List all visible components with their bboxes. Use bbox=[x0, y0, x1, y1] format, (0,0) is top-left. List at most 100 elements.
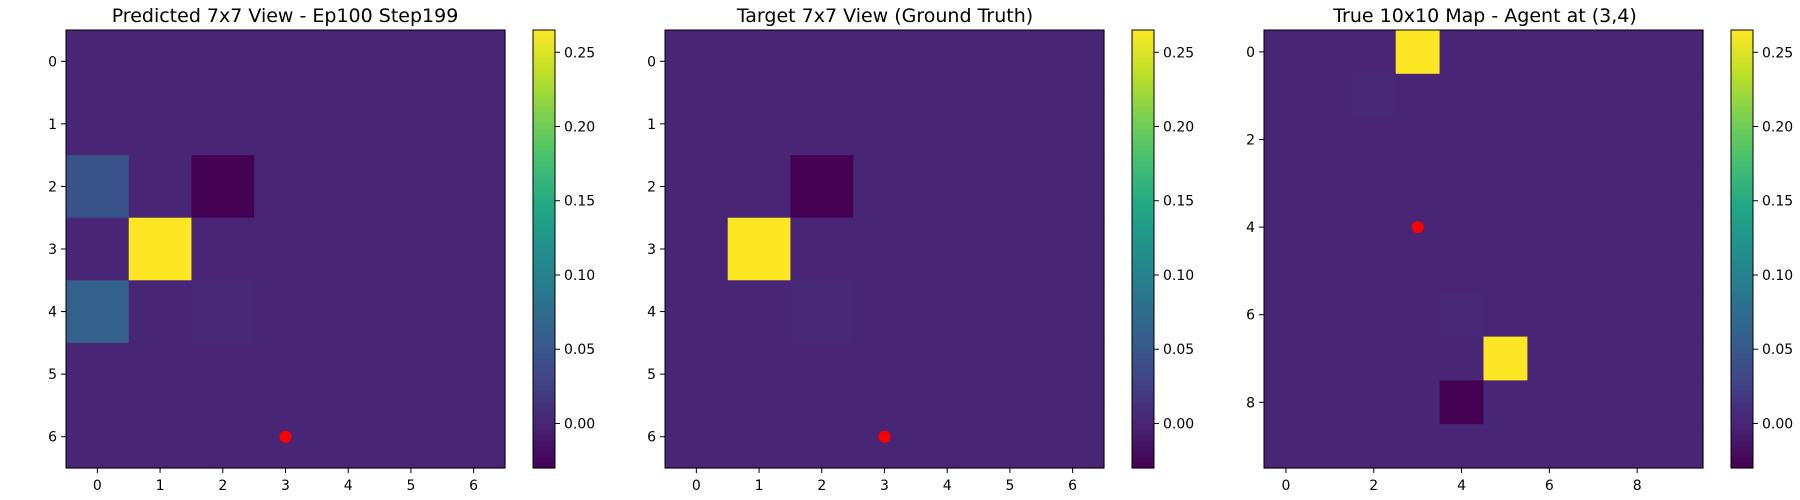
colorbar-segment bbox=[1731, 314, 1753, 321]
colorbar-segment bbox=[533, 402, 555, 409]
colorbar-tick-label: 0.25 bbox=[1163, 45, 1194, 61]
heatmap-cell bbox=[254, 280, 318, 344]
y-tick-label: 2 bbox=[647, 179, 656, 195]
colorbar-segment bbox=[1132, 79, 1154, 86]
y-tick-label: 0 bbox=[1246, 45, 1255, 61]
y-ticks: 0 2 4 6 8 bbox=[1246, 45, 1264, 411]
colorbar-segment bbox=[533, 342, 555, 349]
heatmap-cell bbox=[1615, 73, 1660, 119]
colorbar-tick-label: 0.00 bbox=[1762, 416, 1793, 432]
colorbar-segment bbox=[533, 101, 555, 108]
heatmap-cell bbox=[1659, 249, 1704, 294]
colorbar-segment bbox=[533, 155, 555, 162]
colorbar-tick-label: 0.05 bbox=[564, 342, 595, 358]
colorbar-segment bbox=[533, 166, 555, 173]
x-tick-label: 3 bbox=[281, 478, 290, 494]
heatmap-cell bbox=[1041, 280, 1105, 344]
x-tick-label: 6 bbox=[1545, 478, 1554, 494]
heatmap-cell bbox=[1395, 336, 1441, 381]
colorbar-segment bbox=[1731, 117, 1753, 124]
heatmap-cell bbox=[790, 405, 854, 469]
colorbar-segment bbox=[1731, 265, 1753, 272]
y-tick-label: 3 bbox=[647, 242, 656, 258]
y-tick-label: 3 bbox=[48, 242, 57, 258]
colorbar-segment bbox=[533, 112, 555, 119]
colorbar-segment bbox=[533, 380, 555, 387]
colorbar-segment bbox=[1132, 380, 1154, 387]
colorbar-segment bbox=[1132, 210, 1154, 217]
heatmap-cell bbox=[727, 217, 792, 281]
axes-frame bbox=[1263, 29, 1704, 469]
colorbar-segment bbox=[1132, 418, 1154, 425]
heatmap-cell bbox=[915, 405, 980, 469]
colorbar: 0.00 0.05 0.10 0.15 0.20 0.25 bbox=[532, 29, 595, 469]
heatmap-cell bbox=[1307, 249, 1353, 294]
heatmap-cell bbox=[1527, 424, 1572, 469]
heatmap-cell bbox=[727, 155, 792, 219]
heatmap-cell bbox=[1264, 205, 1309, 250]
colorbar-segment bbox=[533, 309, 555, 316]
heatmap-cell bbox=[442, 217, 506, 281]
colorbar-segment bbox=[533, 232, 555, 239]
y-tick-label: 1 bbox=[647, 117, 656, 133]
heatmap-cell bbox=[1395, 161, 1441, 206]
x-ticks: 0 1 2 3 4 5 6 bbox=[692, 468, 1077, 494]
colorbar-segment bbox=[1132, 331, 1154, 338]
heatmap-cell bbox=[66, 30, 130, 94]
colorbar-segment bbox=[1132, 232, 1154, 239]
heatmap-cell bbox=[316, 155, 381, 219]
colorbar-segment bbox=[1731, 320, 1753, 327]
heatmap-cell bbox=[1395, 380, 1441, 425]
heatmap-cell bbox=[316, 217, 381, 281]
colorbar-segment bbox=[533, 123, 555, 130]
colorbar-segment bbox=[1731, 336, 1753, 343]
colorbar-segment bbox=[1132, 298, 1154, 305]
heatmap-cell bbox=[379, 405, 443, 469]
x-tick-label: 4 bbox=[344, 478, 353, 494]
colorbar-segment bbox=[1132, 221, 1154, 228]
heatmap-cell bbox=[790, 217, 854, 281]
colorbar-segment bbox=[1731, 259, 1753, 267]
colorbar-tick-label: 0.05 bbox=[1163, 342, 1194, 358]
x-tick-label: 3 bbox=[880, 478, 889, 494]
colorbar-segment bbox=[533, 106, 555, 113]
colorbar-segment bbox=[533, 429, 555, 436]
x-tick-label: 0 bbox=[93, 478, 102, 494]
heatmap-cell bbox=[1483, 117, 1528, 162]
heatmap-cell bbox=[727, 280, 792, 344]
heatmap-cell bbox=[1527, 292, 1572, 338]
heatmap-cell bbox=[379, 217, 443, 281]
heatmap-cell bbox=[379, 30, 443, 94]
colorbar-tick-label: 0.25 bbox=[1762, 45, 1793, 61]
colorbar-segment bbox=[1731, 216, 1753, 223]
heatmap-cell bbox=[665, 280, 729, 344]
colorbar-segment bbox=[533, 117, 555, 124]
colorbar-segment bbox=[1731, 369, 1753, 376]
heatmap-cell bbox=[1615, 117, 1660, 162]
colorbar-segment bbox=[533, 413, 555, 420]
colorbar-segment bbox=[1132, 276, 1154, 283]
heatmap-cell bbox=[1659, 30, 1704, 75]
colorbar-tick-label: 0.15 bbox=[1762, 194, 1793, 210]
colorbar-segment bbox=[533, 172, 555, 179]
heatmap-cell bbox=[66, 280, 130, 344]
colorbar-tick-label: 0.15 bbox=[1163, 194, 1194, 210]
colorbar-segment bbox=[1731, 90, 1753, 97]
colorbar-segment bbox=[1731, 413, 1753, 420]
colorbar: 0.00 0.05 0.10 0.15 0.20 0.25 bbox=[1730, 29, 1793, 469]
colorbar-segment bbox=[1731, 84, 1753, 91]
heatmap-cell bbox=[379, 280, 443, 344]
heatmap-cells bbox=[665, 30, 1105, 469]
heatmap-cell bbox=[442, 92, 506, 156]
colorbar-segment bbox=[533, 249, 555, 256]
colorbar-segment bbox=[1132, 265, 1154, 272]
heatmap-cell bbox=[790, 342, 854, 407]
colorbar-segment bbox=[533, 358, 555, 365]
heatmap-cell bbox=[379, 155, 443, 219]
heatmap-cell bbox=[665, 92, 729, 156]
colorbar-segment bbox=[533, 128, 555, 135]
colorbar-segment bbox=[1731, 358, 1753, 365]
heatmap-cells bbox=[1264, 30, 1704, 469]
heatmap-cell bbox=[665, 217, 729, 281]
colorbar-segment bbox=[1731, 457, 1753, 464]
